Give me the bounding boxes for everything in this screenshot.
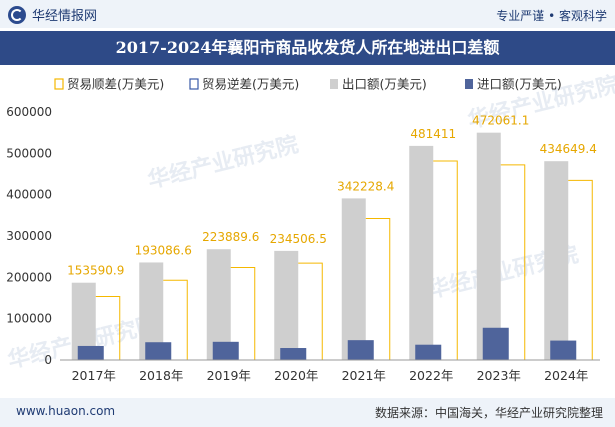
export-bar bbox=[206, 249, 231, 360]
surplus-data-label: 472061.1 bbox=[472, 114, 529, 128]
y-tick-label: 0 bbox=[44, 353, 52, 367]
legend-label-2: 出口额(万美元) bbox=[342, 77, 427, 92]
x-tick-label: 2020年 bbox=[274, 368, 318, 383]
surplus-bar bbox=[163, 279, 188, 360]
surplus-data-label: 153590.9 bbox=[67, 264, 124, 278]
surplus-bar bbox=[365, 218, 391, 360]
brand-name: 华经情报网 bbox=[32, 9, 98, 24]
data-source: 数据来源：中国海关，华经产业研究院整理 bbox=[374, 406, 603, 420]
y-tick-label: 500000 bbox=[6, 146, 52, 160]
surplus-data-label: 481411 bbox=[410, 127, 456, 141]
legend-marker-3 bbox=[465, 79, 473, 89]
surplus-bar bbox=[230, 266, 256, 360]
brand[interactable]: 华经情报网 bbox=[8, 5, 97, 24]
surplus-bar bbox=[433, 160, 458, 360]
footer-url[interactable]: www.huaon.com bbox=[16, 404, 116, 418]
surplus-bar bbox=[568, 179, 593, 360]
import-bar bbox=[77, 345, 104, 360]
legend-marker-0 bbox=[54, 78, 64, 90]
brand-logo-icon bbox=[8, 5, 26, 24]
surplus-data-label: 234506.5 bbox=[270, 232, 327, 246]
legend-marker-1 bbox=[189, 78, 199, 90]
surplus-data-label: 342228.4 bbox=[337, 179, 394, 193]
y-tick-label: 200000 bbox=[6, 270, 52, 284]
surplus-bar bbox=[500, 164, 526, 360]
x-tick-label: 2021年 bbox=[342, 368, 386, 383]
import-bar bbox=[347, 340, 374, 360]
x-tick-label: 2019年 bbox=[207, 368, 251, 383]
legend-marker-2 bbox=[330, 79, 338, 89]
surplus-bar bbox=[95, 296, 121, 360]
surplus-data-label: 193086.6 bbox=[135, 243, 192, 257]
legend-label-1: 贸易逆差(万美元) bbox=[202, 77, 299, 92]
x-tick-label: 2024年 bbox=[544, 368, 588, 383]
import-bar bbox=[550, 340, 577, 360]
footer: www.huaon.com 数据来源：中国海关，华经产业研究院整理 bbox=[0, 398, 615, 427]
top-bar: 华经情报网 专业严谨 • 客观科学 bbox=[0, 0, 615, 28]
x-tick-label: 2017年 bbox=[72, 368, 116, 383]
export-bar bbox=[409, 145, 434, 360]
x-tick-label: 2018年 bbox=[139, 368, 183, 383]
surplus-data-label: 223889.6 bbox=[202, 230, 259, 244]
import-bar bbox=[482, 327, 509, 360]
import-bar bbox=[212, 341, 239, 360]
export-bar bbox=[341, 198, 366, 360]
import-bar bbox=[145, 342, 172, 360]
watermark-text: 华经产业研究院 bbox=[145, 131, 301, 193]
export-bar bbox=[544, 161, 569, 360]
import-bar bbox=[280, 348, 307, 360]
surplus-data-label: 434649.4 bbox=[540, 142, 597, 156]
surplus-bar bbox=[298, 262, 323, 360]
import-bar bbox=[415, 344, 442, 360]
y-tick-label: 600000 bbox=[6, 105, 52, 119]
legend-label-3: 进口额(万美元) bbox=[477, 77, 562, 92]
x-tick-label: 2022年 bbox=[409, 368, 453, 383]
legend-label-0: 贸易顺差(万美元) bbox=[67, 77, 164, 92]
slogan: 专业严谨 • 客观科学 bbox=[496, 9, 607, 23]
chart-area: 华经产业研究院华经产业研究院华经产业研究院华经产业研究院贸易顺差(万美元)贸易逆… bbox=[5, 71, 615, 383]
y-tick-label: 100000 bbox=[6, 312, 52, 326]
y-tick-label: 400000 bbox=[6, 188, 52, 202]
export-bar bbox=[274, 250, 299, 360]
x-tick-label: 2023年 bbox=[477, 368, 521, 383]
y-tick-label: 300000 bbox=[6, 229, 52, 243]
export-bar bbox=[476, 132, 501, 360]
chart-title: 2017-2024年襄阳市商品收发货人所在地进出口差额 bbox=[0, 31, 615, 65]
